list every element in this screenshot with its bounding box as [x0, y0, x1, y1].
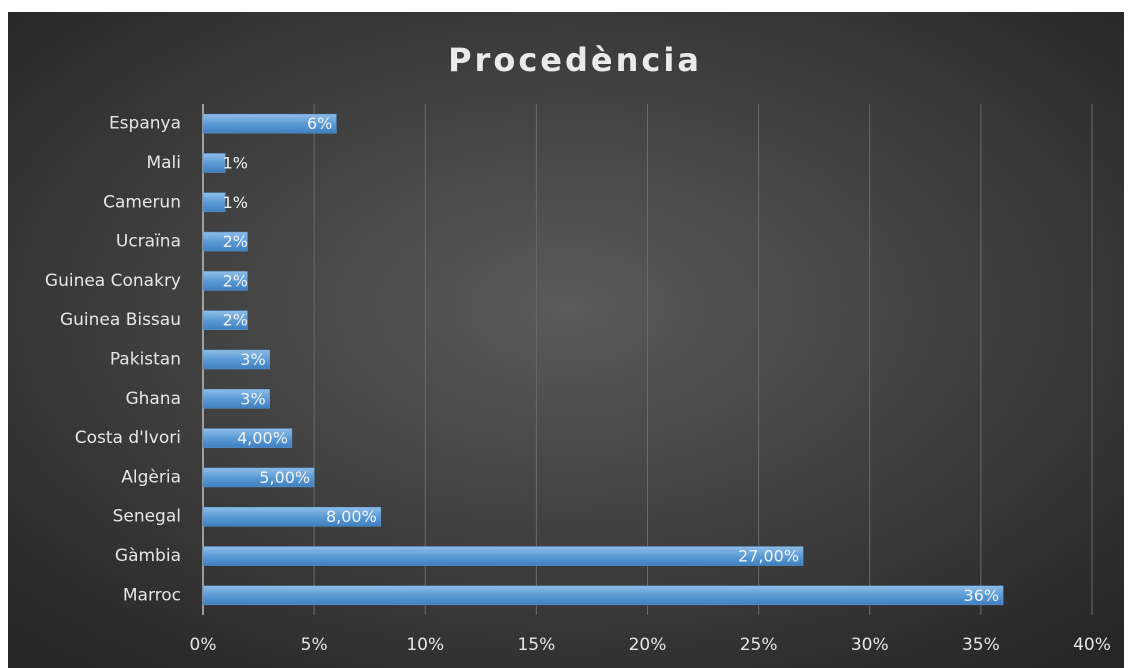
- value-label: 4,00%: [237, 429, 288, 448]
- bar: [202, 349, 270, 370]
- x-tick-label: 35%: [962, 635, 1000, 655]
- value-label: 1%: [223, 193, 248, 212]
- y-tick-label: Camerun: [103, 192, 181, 212]
- y-tick-label: Ucraïna: [116, 232, 181, 252]
- y-tick-label: Guinea Bissau: [60, 310, 181, 330]
- x-tick-label: 5%: [301, 635, 328, 655]
- bar: [202, 506, 382, 527]
- value-label: 2%: [223, 232, 248, 251]
- bar: [202, 192, 226, 213]
- bar: [202, 113, 337, 134]
- chart-title: Procedència: [448, 41, 702, 79]
- y-tick-label: Espanya: [109, 114, 181, 134]
- y-tick-label: Algèria: [121, 467, 181, 487]
- x-tick-label: 10%: [406, 635, 444, 655]
- value-label: 6%: [307, 114, 332, 133]
- bar: [202, 467, 315, 488]
- chart-background: [8, 12, 1124, 668]
- y-tick-label: Marroc: [123, 585, 181, 605]
- x-tick-label: 30%: [851, 635, 889, 655]
- value-label: 27,00%: [738, 547, 799, 566]
- value-label: 2%: [223, 271, 248, 290]
- bar: [202, 428, 293, 448]
- x-tick-label: 40%: [1073, 635, 1111, 655]
- value-label: 3%: [240, 389, 265, 408]
- x-tick-label: 0%: [190, 635, 217, 655]
- bar: [202, 271, 248, 291]
- y-tick-label: Mali: [146, 153, 181, 173]
- y-tick-label: Pakistan: [110, 350, 181, 370]
- x-tick-label: 20%: [629, 635, 667, 655]
- x-tick-label: 15%: [517, 635, 555, 655]
- bar: [202, 231, 248, 252]
- value-label: 36%: [964, 586, 1000, 605]
- y-tick-label: Costa d'Ivori: [75, 428, 181, 448]
- value-label: 1%: [223, 153, 248, 172]
- y-tick-label: Ghana: [125, 389, 181, 409]
- value-label: 8,00%: [326, 507, 377, 526]
- bar: [202, 585, 1004, 606]
- bar: [202, 389, 270, 409]
- bar: [202, 153, 226, 173]
- bar: [202, 546, 804, 566]
- y-tick-label: Guinea Conakry: [45, 271, 181, 291]
- value-label: 3%: [240, 350, 265, 369]
- x-tick-label: 25%: [740, 635, 778, 655]
- value-label: 5,00%: [259, 468, 310, 487]
- bar: [202, 310, 248, 330]
- y-tick-label: Gàmbia: [115, 546, 181, 566]
- y-tick-label: Senegal: [113, 507, 181, 527]
- value-label: 2%: [223, 311, 248, 330]
